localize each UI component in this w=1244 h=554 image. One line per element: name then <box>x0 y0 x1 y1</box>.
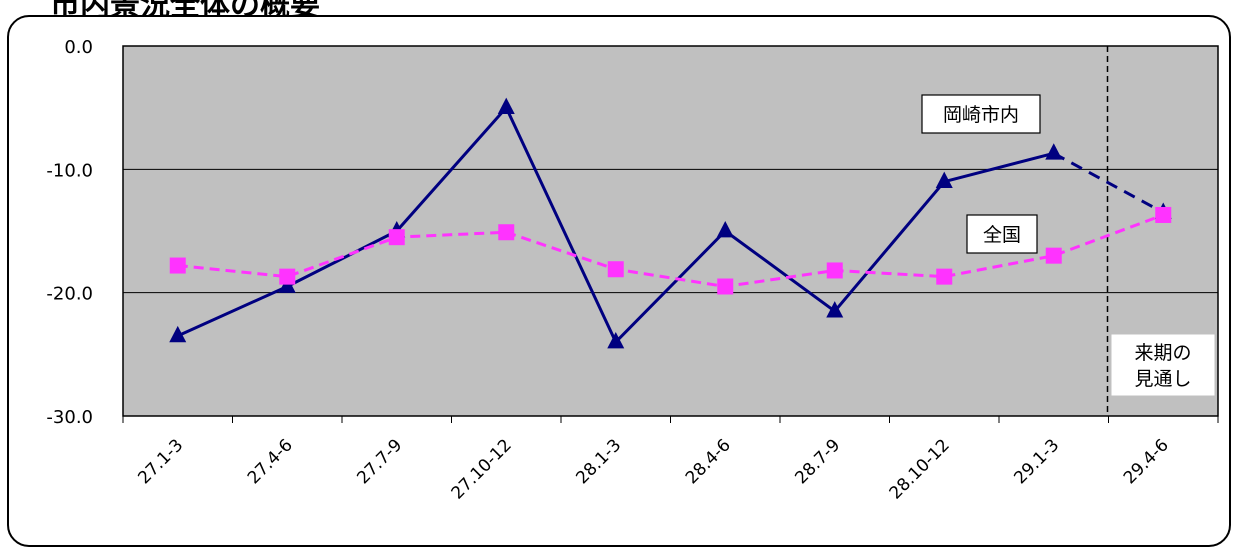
series-national-line <box>177 213 1164 289</box>
x-tick-label: 27.4-6 <box>244 435 297 488</box>
x-tick-label: 28.7-9 <box>791 435 844 488</box>
forecast-label-line: 来期の <box>1134 342 1191 364</box>
series-national-point <box>826 262 843 279</box>
x-tick-label: 28.10-12 <box>886 435 954 503</box>
series-okazaki-point <box>497 97 515 115</box>
y-tick-label: -20.0 <box>46 284 93 305</box>
series-label-okazaki: 岡崎市内 <box>943 104 1019 126</box>
series-national-point <box>1045 247 1062 264</box>
series-national-point <box>717 278 734 295</box>
y-tick-label: -30.0 <box>46 407 93 428</box>
forecast-label-line: 見通し <box>1134 368 1191 390</box>
series-national-point <box>498 224 515 241</box>
y-tick-label: 0.0 <box>64 37 93 58</box>
x-tick-label: 28.4-6 <box>682 435 735 488</box>
plot-area <box>122 45 1219 417</box>
x-tick-label: 28.1-3 <box>572 435 625 488</box>
series-okazaki-point <box>169 325 187 343</box>
x-tick-label: 29.1-3 <box>1010 435 1063 488</box>
series-okazaki-point <box>716 221 734 238</box>
series-national-point <box>607 261 624 278</box>
series-okazaki-point <box>935 171 953 189</box>
forecast-label-box <box>1111 334 1215 396</box>
series-national-point <box>936 268 953 285</box>
series-okazaki-point <box>826 301 844 318</box>
series-label-national: 全国 <box>983 224 1021 246</box>
x-tick-label: 27.7-9 <box>353 435 406 488</box>
series-national-point <box>169 257 186 274</box>
x-tick-label: 27.10-12 <box>448 435 516 503</box>
series-national-point <box>1155 206 1172 223</box>
series-label-okazaki-box <box>921 94 1041 134</box>
x-tick-label: 27.1-3 <box>134 435 187 488</box>
series-okazaki-point <box>278 276 296 293</box>
x-tick-label: 29.4-6 <box>1120 435 1173 488</box>
series-label-national-box <box>966 214 1038 254</box>
series-okazaki-point <box>1045 143 1063 160</box>
series-national-point <box>279 268 296 285</box>
series-okazaki-forecast-line <box>1053 151 1164 214</box>
series-national-point <box>388 229 405 246</box>
y-tick-label: -10.0 <box>46 160 93 181</box>
series-okazaki-point <box>607 332 625 349</box>
